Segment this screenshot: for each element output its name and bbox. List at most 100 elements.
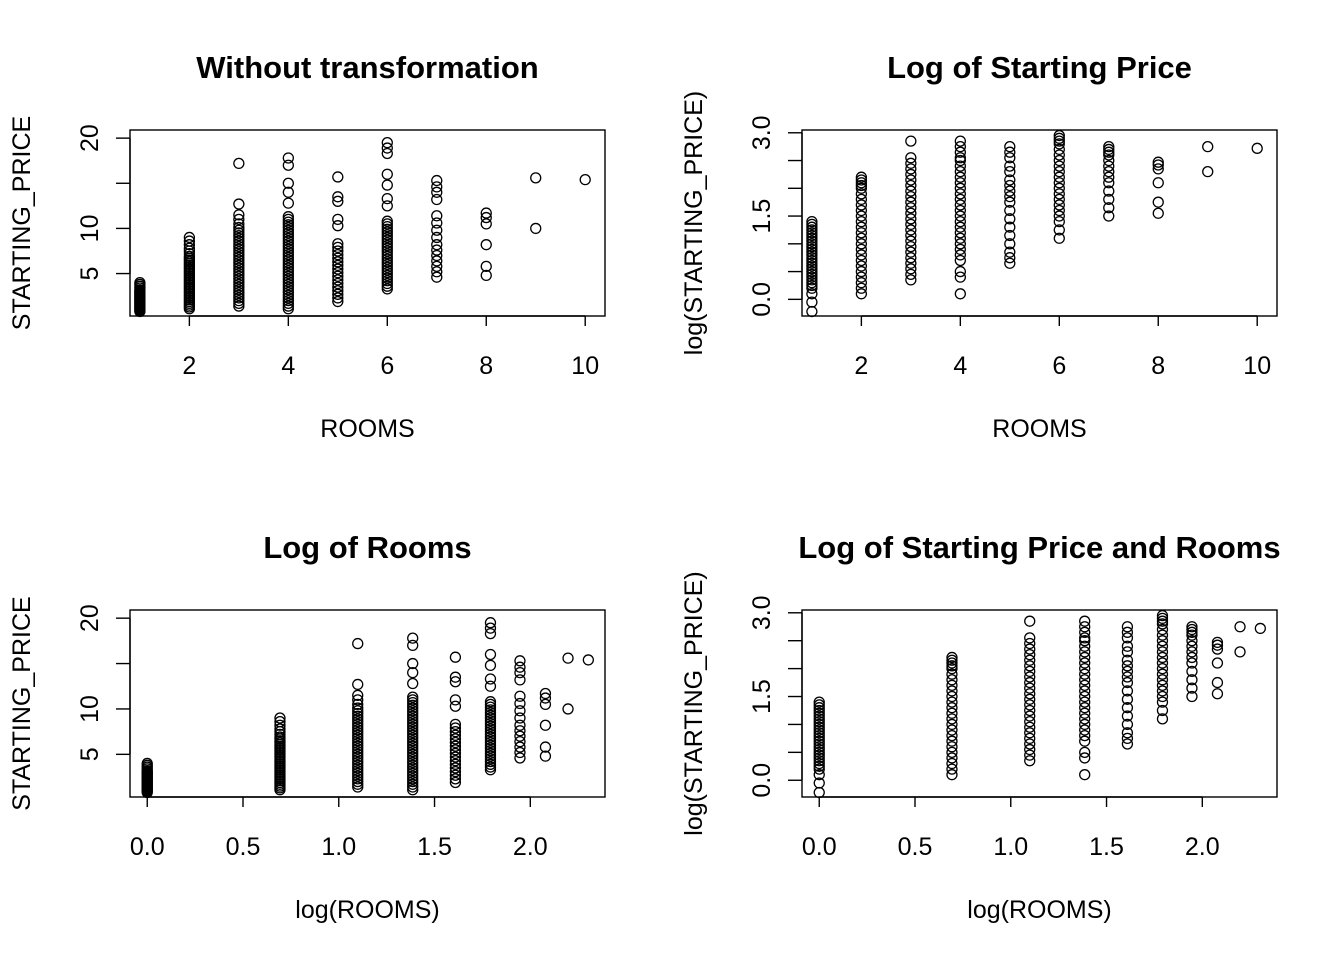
y-tick-label: 1.5 [748, 679, 776, 714]
data-point [1024, 727, 1036, 739]
data-point [806, 243, 818, 256]
data-point [282, 265, 294, 277]
data-point [1024, 660, 1036, 672]
data-point [1156, 674, 1169, 686]
data-point [1103, 154, 1115, 167]
data-point [806, 224, 818, 236]
data-point [539, 719, 552, 731]
data-point [1079, 621, 1091, 633]
data-point [381, 229, 393, 241]
chart-title: Log of Starting Price [887, 50, 1192, 85]
data-point [1004, 252, 1016, 264]
data-point [134, 276, 146, 289]
data-point [352, 756, 364, 769]
data-point [1053, 165, 1065, 178]
data-point [1004, 246, 1016, 258]
data-point [1079, 702, 1091, 714]
data-point [806, 257, 818, 269]
data-point [1053, 224, 1065, 236]
scatter-panel-2: Log of Starting Price 2 4 6 8 10 0.0 1.5 3.0 ROOM… [680, 50, 1278, 443]
data-point [806, 282, 818, 294]
data-point [352, 678, 364, 691]
data-point [381, 237, 393, 249]
data-point [1254, 622, 1266, 635]
data-point [1004, 179, 1016, 192]
x-tick-label: 6 [380, 352, 394, 380]
data-point [1156, 615, 1169, 627]
plot-frame [801, 129, 1278, 317]
data-point [449, 722, 462, 734]
data-point [332, 295, 344, 308]
data-point [514, 661, 526, 673]
x-tick-label: 10 [571, 352, 599, 380]
data-point [274, 723, 286, 735]
data-point [954, 152, 966, 164]
data-point [946, 654, 958, 666]
data-point [514, 735, 526, 748]
data-point [954, 204, 966, 217]
data-point [946, 690, 958, 703]
data-point [282, 240, 294, 253]
x-tick-label: 0.5 [898, 833, 933, 861]
data-point [946, 752, 958, 764]
data-point [539, 698, 552, 711]
data-point [905, 246, 917, 258]
data-point [1186, 626, 1198, 638]
data-point [954, 238, 966, 250]
data-point [484, 731, 497, 743]
data-point [579, 174, 591, 186]
data-point [480, 239, 492, 251]
data-point [352, 718, 364, 731]
x-axis-label: ROOMS [320, 415, 414, 443]
data-point [1103, 160, 1115, 172]
data-point [1121, 693, 1134, 705]
data-point [233, 257, 245, 269]
data-point [1103, 141, 1115, 153]
scatter-panel-3: Log of Rooms 0.0 0.5 1.0 1.5 2.0 5 10 20 log(ROOM… [8, 530, 606, 924]
data-point [1156, 690, 1169, 703]
data-point [1103, 143, 1115, 156]
data-point [381, 168, 393, 180]
data-point [282, 232, 294, 244]
data-point [855, 179, 868, 192]
data-point [449, 694, 462, 706]
data-point [233, 265, 245, 277]
data-point [1121, 727, 1134, 739]
scatter-panel-1: Without transformation 2 4 6 8 10 5 10 20 ROOMS ST… [8, 50, 606, 443]
x-tick-label: 8 [479, 352, 493, 380]
data-point [954, 182, 966, 194]
data-point [282, 257, 294, 269]
data-point [1004, 238, 1016, 250]
data-point [1186, 640, 1198, 652]
data-point [381, 234, 393, 246]
data-point [407, 775, 419, 788]
y-axis-label: log(STARTING_PRICE) [680, 571, 708, 835]
data-point [1024, 704, 1036, 717]
data-point [282, 273, 294, 285]
data-point [855, 271, 868, 283]
data-point [352, 751, 364, 763]
data-point [562, 703, 574, 715]
data-point [1079, 640, 1091, 652]
data-point [484, 764, 497, 776]
data-point [1053, 199, 1065, 211]
data-point [449, 729, 462, 741]
data-point [806, 296, 818, 308]
data-point [1024, 615, 1036, 627]
data-point [484, 747, 497, 760]
plot-frame [129, 129, 606, 317]
data-point [905, 168, 917, 181]
data-point [381, 223, 393, 235]
data-point [352, 737, 364, 750]
data-point [806, 277, 818, 289]
data-point [484, 720, 497, 732]
data-point [484, 701, 497, 713]
data-point [274, 712, 286, 724]
data-point [562, 652, 574, 664]
data-point [449, 762, 462, 774]
data-point [813, 769, 825, 781]
data-point [484, 715, 497, 727]
data-point [905, 179, 917, 192]
data-point [813, 752, 825, 764]
